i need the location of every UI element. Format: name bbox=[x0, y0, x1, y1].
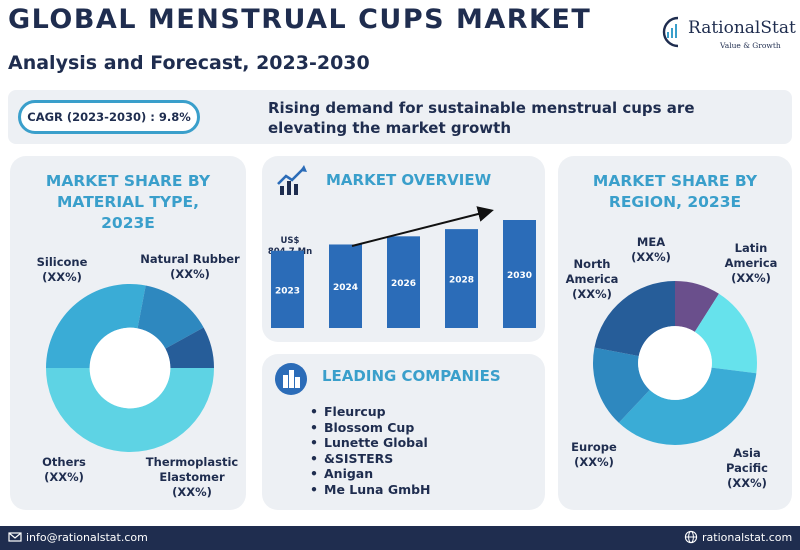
footer-email-text: info@rationalstat.com bbox=[26, 531, 148, 544]
label-name: Europe bbox=[571, 440, 617, 454]
region-heading-line: MARKET SHARE BY bbox=[592, 172, 758, 190]
label-name: America bbox=[565, 272, 619, 286]
label-name: Silicone bbox=[36, 255, 88, 269]
logo-mark-icon bbox=[662, 16, 679, 48]
footer-bar: info@rationalstat.com rationalstat.com bbox=[0, 526, 800, 550]
region-label-north-america: North America (XX%) bbox=[561, 257, 623, 302]
label-name: Pacific bbox=[726, 461, 768, 475]
donut-slice-silicone bbox=[46, 368, 214, 452]
label-value: (XX%) bbox=[44, 470, 84, 484]
cagr-badge: CAGR (2023-2030) : 9.8% bbox=[18, 100, 200, 134]
label-value: (XX%) bbox=[172, 485, 212, 499]
donut-slice-mea bbox=[675, 281, 719, 332]
donut-slice-natural-rubber bbox=[46, 284, 146, 368]
label-value: (XX%) bbox=[170, 267, 210, 281]
label-value: (XX%) bbox=[574, 455, 614, 469]
page-title: GLOBAL MENSTRUAL CUPS MARKET bbox=[8, 4, 592, 35]
label-name: Natural Rubber bbox=[140, 252, 240, 266]
footer-email[interactable]: info@rationalstat.com bbox=[8, 530, 148, 546]
bar-year-label: 2026 bbox=[391, 279, 416, 289]
label-name: North bbox=[573, 257, 611, 271]
material-label-others: Others (XX%) bbox=[24, 455, 104, 485]
footer-website-text: rationalstat.com bbox=[702, 531, 793, 544]
list-item: Me Luna GmbH bbox=[310, 482, 431, 498]
value-currency: US$ bbox=[280, 236, 300, 246]
trend-chart-icon bbox=[277, 165, 307, 195]
material-label-silicone: Silicone (XX%) bbox=[22, 255, 102, 285]
region-heading-line: REGION, 2023E bbox=[608, 193, 742, 211]
leading-companies-heading: LEADING COMPANIES bbox=[322, 367, 501, 385]
bar-2030 bbox=[503, 220, 536, 328]
donut-slice-others bbox=[165, 327, 214, 368]
label-name: Elastomer bbox=[159, 470, 225, 484]
donut-slice-thermoplastic-elastomer bbox=[137, 285, 204, 349]
label-name: America bbox=[724, 256, 778, 270]
region-label-mea: MEA (XX%) bbox=[626, 235, 676, 265]
material-label-thermoplastic: Thermoplastic Elastomer (XX%) bbox=[140, 455, 244, 500]
label-name: Latin bbox=[734, 241, 768, 255]
list-item: Anigan bbox=[310, 466, 431, 482]
bar-2026 bbox=[387, 236, 420, 328]
logo-tagline: Value & Growth bbox=[720, 41, 781, 50]
region-label-latin-america: Latin America (XX%) bbox=[720, 241, 782, 286]
rationalstat-logo[interactable]: RationalStat Value & Growth bbox=[660, 14, 796, 56]
bar-2023 bbox=[271, 250, 304, 328]
list-item: &SISTERS bbox=[310, 451, 431, 467]
label-value: (XX%) bbox=[727, 476, 767, 490]
material-heading-line: MARKET SHARE BY bbox=[45, 172, 211, 190]
bar-year-label: 2028 bbox=[449, 276, 474, 286]
region-donut-chart bbox=[593, 281, 757, 445]
label-value: (XX%) bbox=[631, 250, 671, 264]
donut-slice-north-america bbox=[594, 281, 675, 357]
list-item: Blossom Cup bbox=[310, 420, 431, 436]
label-value: (XX%) bbox=[731, 271, 771, 285]
label-name: MEA bbox=[636, 235, 666, 249]
list-item: Lunette Global bbox=[310, 435, 431, 451]
material-heading-line: 2023E bbox=[101, 214, 155, 232]
bar-2028 bbox=[445, 229, 478, 328]
donut-slice-europe bbox=[593, 347, 650, 423]
bar-year-label: 2023 bbox=[275, 286, 300, 296]
material-share-heading: MARKET SHARE BY MATERIAL TYPE, 2023E bbox=[10, 171, 246, 234]
company-list: Fleurcup Blossom Cup Lunette Global &SIS… bbox=[310, 404, 431, 498]
label-name: Thermoplastic bbox=[145, 455, 239, 469]
label-name: Others bbox=[42, 455, 86, 469]
bar-year-label: 2030 bbox=[507, 271, 532, 281]
donut-hole bbox=[638, 326, 712, 400]
material-donut-chart bbox=[46, 284, 214, 452]
label-value: (XX%) bbox=[572, 287, 612, 301]
trend-arrow bbox=[351, 206, 494, 247]
list-item: Fleurcup bbox=[310, 404, 431, 420]
material-label-natural-rubber: Natural Rubber (XX%) bbox=[140, 252, 240, 282]
banner-text: Rising demand for sustainable menstrual … bbox=[268, 99, 695, 137]
region-share-heading: MARKET SHARE BY REGION, 2023E bbox=[558, 171, 792, 213]
footer-website[interactable]: rationalstat.com bbox=[684, 530, 792, 546]
donut-hole bbox=[89, 327, 171, 409]
buildings-icon bbox=[275, 363, 307, 395]
donut-slice-latin-america bbox=[694, 293, 757, 374]
label-value: (XX%) bbox=[42, 270, 82, 284]
donut-slice-asia-pacific bbox=[618, 367, 757, 445]
material-heading-line: MATERIAL TYPE, bbox=[57, 193, 199, 211]
market-overview-bar-chart: 2023 2024 2026 2028 2030 bbox=[271, 206, 536, 328]
label-name: Asia bbox=[733, 446, 761, 460]
region-label-asia-pacific: Asia Pacific (XX%) bbox=[720, 446, 774, 491]
mail-icon bbox=[8, 532, 22, 542]
bar-year-label: 2024 bbox=[333, 283, 358, 293]
market-overview-heading: MARKET OVERVIEW bbox=[326, 171, 492, 189]
globe-icon bbox=[684, 530, 698, 544]
region-label-europe: Europe (XX%) bbox=[564, 440, 624, 470]
logo-name: RationalStat bbox=[688, 18, 796, 38]
page-subtitle: Analysis and Forecast, 2023-2030 bbox=[8, 52, 370, 74]
bar-2024 bbox=[329, 244, 362, 328]
